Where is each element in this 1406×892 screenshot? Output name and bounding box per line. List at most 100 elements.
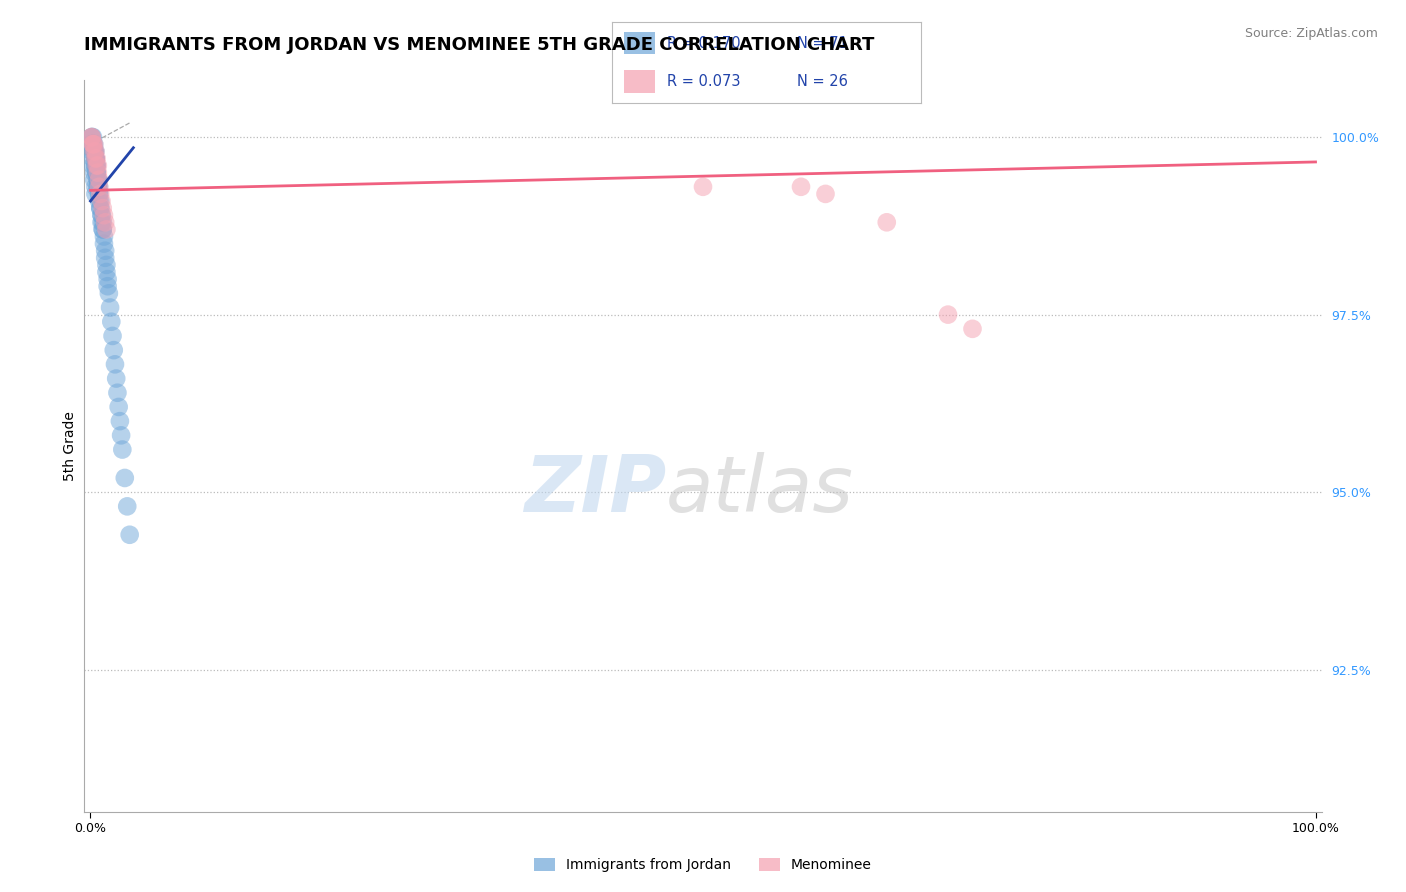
Point — [83, 172, 105, 186]
Point — [84, 152, 107, 166]
Point — [105, 371, 128, 385]
Point — [107, 385, 129, 400]
Text: R = 0.073: R = 0.073 — [668, 74, 741, 89]
Point — [94, 251, 117, 265]
Bar — [624, 70, 655, 93]
Point — [82, 152, 104, 166]
Point — [86, 152, 108, 166]
Point — [83, 137, 105, 152]
Point — [101, 329, 124, 343]
Text: N = 71: N = 71 — [797, 36, 848, 51]
Point — [110, 428, 132, 442]
Point — [97, 272, 120, 286]
Point — [91, 201, 114, 215]
Point — [93, 229, 115, 244]
Point — [91, 215, 114, 229]
Point — [692, 179, 714, 194]
Point — [82, 137, 104, 152]
Bar — [624, 32, 655, 54]
Point — [90, 208, 112, 222]
Point — [84, 145, 107, 159]
Point — [80, 137, 103, 152]
Point — [80, 130, 103, 145]
Text: IMMIGRANTS FROM JORDAN VS MENOMINEE 5TH GRADE CORRELATION CHART: IMMIGRANTS FROM JORDAN VS MENOMINEE 5TH … — [84, 36, 875, 54]
Point — [90, 215, 112, 229]
Point — [100, 315, 122, 329]
Point — [84, 152, 107, 166]
Point — [89, 194, 111, 208]
Text: atlas: atlas — [666, 452, 853, 528]
Point — [94, 215, 117, 229]
Point — [80, 130, 103, 145]
Point — [90, 194, 112, 208]
Point — [83, 165, 105, 179]
Point — [104, 357, 127, 371]
Point — [87, 186, 110, 201]
Point — [86, 165, 108, 179]
Point — [87, 172, 110, 186]
Point — [80, 145, 103, 159]
Point — [103, 343, 125, 358]
Point — [84, 152, 107, 166]
Point — [87, 172, 110, 186]
Point — [84, 152, 107, 166]
Point — [87, 186, 110, 201]
Point — [97, 286, 120, 301]
Point — [96, 265, 118, 279]
Point — [84, 159, 107, 173]
Point — [90, 208, 112, 222]
Point — [87, 179, 110, 194]
Point — [82, 130, 104, 145]
Point — [86, 165, 108, 179]
Point — [98, 301, 121, 315]
Point — [83, 137, 105, 152]
Point — [87, 159, 110, 173]
Point — [82, 137, 104, 152]
Point — [111, 442, 134, 457]
Text: R = 0.170: R = 0.170 — [668, 36, 741, 51]
Point — [80, 130, 103, 145]
Point — [84, 152, 107, 166]
Point — [87, 172, 110, 186]
Point — [96, 258, 118, 272]
Point — [83, 145, 105, 159]
Point — [83, 145, 105, 159]
Text: ZIP: ZIP — [523, 452, 666, 528]
Point — [86, 159, 108, 173]
Point — [83, 145, 105, 159]
Point — [82, 137, 104, 152]
Point — [814, 186, 837, 201]
Point — [94, 244, 117, 258]
Point — [89, 201, 111, 215]
Point — [87, 179, 110, 194]
Point — [115, 500, 138, 514]
Text: N = 26: N = 26 — [797, 74, 848, 89]
Point — [84, 145, 107, 159]
Point — [96, 222, 118, 236]
Point — [114, 471, 136, 485]
Point — [84, 159, 107, 173]
Point — [876, 215, 898, 229]
Point — [118, 528, 141, 542]
Point — [107, 400, 129, 414]
Text: Source: ZipAtlas.com: Source: ZipAtlas.com — [1244, 27, 1378, 40]
Point — [87, 172, 110, 186]
Point — [87, 179, 110, 194]
Point — [87, 165, 110, 179]
Point — [83, 145, 105, 159]
Point — [80, 130, 103, 145]
Point — [84, 179, 107, 194]
Point — [84, 186, 107, 201]
Point — [82, 137, 104, 152]
Point — [91, 222, 114, 236]
Point — [962, 322, 984, 336]
Point — [91, 222, 114, 236]
Point — [89, 186, 111, 201]
Point — [97, 279, 120, 293]
Point — [87, 179, 110, 194]
Point — [83, 145, 105, 159]
Point — [790, 179, 813, 194]
Y-axis label: 5th Grade: 5th Grade — [63, 411, 77, 481]
Point — [86, 165, 108, 179]
Point — [87, 194, 110, 208]
